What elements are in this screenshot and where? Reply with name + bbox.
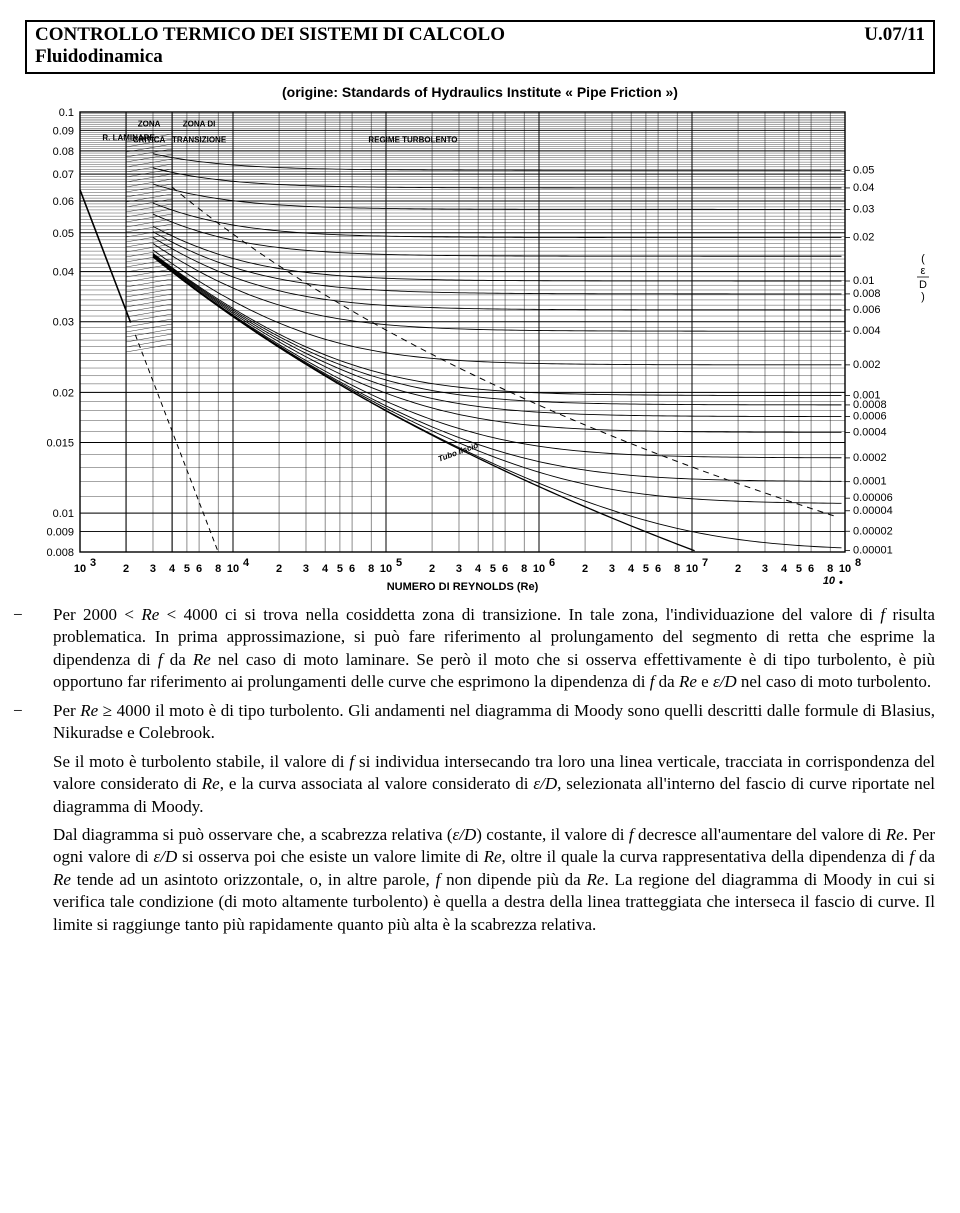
svg-text:D: D (919, 279, 927, 291)
svg-text:10: 10 (380, 563, 392, 575)
svg-text:0.0006: 0.0006 (853, 411, 887, 423)
svg-text:0.04: 0.04 (853, 182, 874, 194)
svg-text:5: 5 (490, 563, 496, 575)
svg-text:0.0008: 0.0008 (853, 399, 887, 411)
header-subtitle: Fluidodinamica (35, 46, 925, 68)
svg-text:2: 2 (429, 563, 435, 575)
svg-text:ZONA DI: ZONA DI (183, 120, 216, 129)
svg-text:•: • (839, 577, 843, 589)
svg-text:2: 2 (123, 563, 129, 575)
svg-text:CRITICA: CRITICA (133, 135, 166, 144)
svg-text:6: 6 (808, 563, 814, 575)
svg-text:4: 4 (781, 563, 788, 575)
svg-text:0.02: 0.02 (853, 232, 874, 244)
svg-text:2: 2 (276, 563, 282, 575)
svg-text:10: 10 (533, 563, 545, 575)
svg-text:8: 8 (215, 563, 221, 575)
svg-text:10: 10 (686, 563, 698, 575)
svg-text:0.00001: 0.00001 (853, 545, 893, 557)
svg-text:8: 8 (368, 563, 374, 575)
svg-text:0.00004: 0.00004 (853, 505, 893, 517)
svg-text:0.008: 0.008 (853, 288, 881, 300)
svg-text:4: 4 (322, 563, 329, 575)
svg-text:4: 4 (475, 563, 482, 575)
svg-text:0.01: 0.01 (853, 275, 874, 287)
svg-text:0.05: 0.05 (53, 228, 74, 240)
svg-text:0.008: 0.008 (46, 547, 74, 559)
svg-text:3: 3 (150, 563, 156, 575)
svg-text:0.009: 0.009 (46, 526, 74, 538)
svg-text:5: 5 (337, 563, 343, 575)
document-header: CONTROLLO TERMICO DEI SISTEMI DI CALCOLO… (25, 20, 935, 74)
svg-text:0.004: 0.004 (853, 325, 881, 337)
svg-text:): ) (921, 291, 925, 303)
svg-text:8: 8 (674, 563, 680, 575)
svg-text:0.07: 0.07 (53, 169, 74, 181)
svg-text:7: 7 (702, 557, 708, 569)
header-code: U.07/11 (864, 24, 925, 46)
svg-text:0.0004: 0.0004 (853, 426, 887, 438)
svg-text:8: 8 (521, 563, 527, 575)
svg-text:0.01: 0.01 (53, 508, 74, 520)
svg-text:2: 2 (735, 563, 741, 575)
svg-text:3: 3 (762, 563, 768, 575)
body-text: −Per 2000 < Re < 4000 ci si trova nella … (25, 604, 935, 936)
svg-text:0.08: 0.08 (53, 146, 74, 158)
svg-text:(: ( (921, 253, 925, 265)
svg-text:8: 8 (855, 557, 861, 569)
svg-text:0.00006: 0.00006 (853, 492, 893, 504)
svg-text:0.06: 0.06 (53, 196, 74, 208)
svg-text:0.04: 0.04 (53, 267, 74, 279)
para-3: Se il moto è turbolento stabile, il valo… (25, 751, 935, 818)
svg-text:5: 5 (643, 563, 649, 575)
bullet-2: −Per Re ≥ 4000 il moto è di tipo turbole… (25, 700, 935, 745)
svg-text:TRANSIZIONE: TRANSIZIONE (172, 135, 227, 144)
header-title: CONTROLLO TERMICO DEI SISTEMI DI CALCOLO (35, 24, 505, 46)
svg-text:4: 4 (243, 557, 250, 569)
moody-svg: 1032345681042345681052345681062345681072… (25, 104, 935, 594)
svg-text:2: 2 (582, 563, 588, 575)
para-4: Dal diagramma si può osservare che, a sc… (25, 824, 935, 936)
svg-text:0.1: 0.1 (59, 107, 74, 119)
svg-text:6: 6 (655, 563, 661, 575)
svg-text:ZONA: ZONA (138, 120, 161, 129)
svg-text:3: 3 (609, 563, 615, 575)
svg-text:3: 3 (303, 563, 309, 575)
svg-text:4: 4 (628, 563, 635, 575)
svg-text:0.002: 0.002 (853, 359, 881, 371)
svg-text:6: 6 (349, 563, 355, 575)
svg-text:10: 10 (839, 563, 851, 575)
svg-text:0.006: 0.006 (853, 304, 881, 316)
svg-text:0.09: 0.09 (53, 125, 74, 137)
svg-text:0.00002: 0.00002 (853, 525, 893, 537)
svg-text:5: 5 (396, 557, 402, 569)
svg-text:0.0002: 0.0002 (853, 452, 887, 464)
svg-text:5: 5 (796, 563, 802, 575)
svg-text:10: 10 (74, 563, 86, 575)
svg-text:3: 3 (90, 557, 96, 569)
svg-text:NUMERO DI REYNOLDS (Re): NUMERO DI REYNOLDS (Re) (387, 581, 539, 593)
svg-text:0.0001: 0.0001 (853, 476, 887, 488)
svg-text:0.03: 0.03 (853, 203, 874, 215)
svg-text:5: 5 (184, 563, 190, 575)
svg-text:6: 6 (502, 563, 508, 575)
svg-text:6: 6 (196, 563, 202, 575)
chart-title: (origine: Standards of Hydraulics Instit… (25, 84, 935, 100)
svg-text:0.015: 0.015 (46, 437, 74, 449)
svg-text:10: 10 (227, 563, 239, 575)
svg-text:8: 8 (827, 563, 833, 575)
bullet-1: −Per 2000 < Re < 4000 ci si trova nella … (25, 604, 935, 694)
svg-text:REGIME TURBOLENTO: REGIME TURBOLENTO (368, 135, 457, 144)
svg-text:6: 6 (549, 557, 555, 569)
svg-text:4: 4 (169, 563, 176, 575)
svg-text:3: 3 (456, 563, 462, 575)
svg-text:0.05: 0.05 (853, 164, 874, 176)
svg-text:ε: ε (921, 265, 926, 277)
moody-chart: (origine: Standards of Hydraulics Instit… (25, 84, 935, 594)
svg-text:0.02: 0.02 (53, 387, 74, 399)
svg-text:10: 10 (823, 575, 836, 587)
svg-text:0.03: 0.03 (53, 317, 74, 329)
